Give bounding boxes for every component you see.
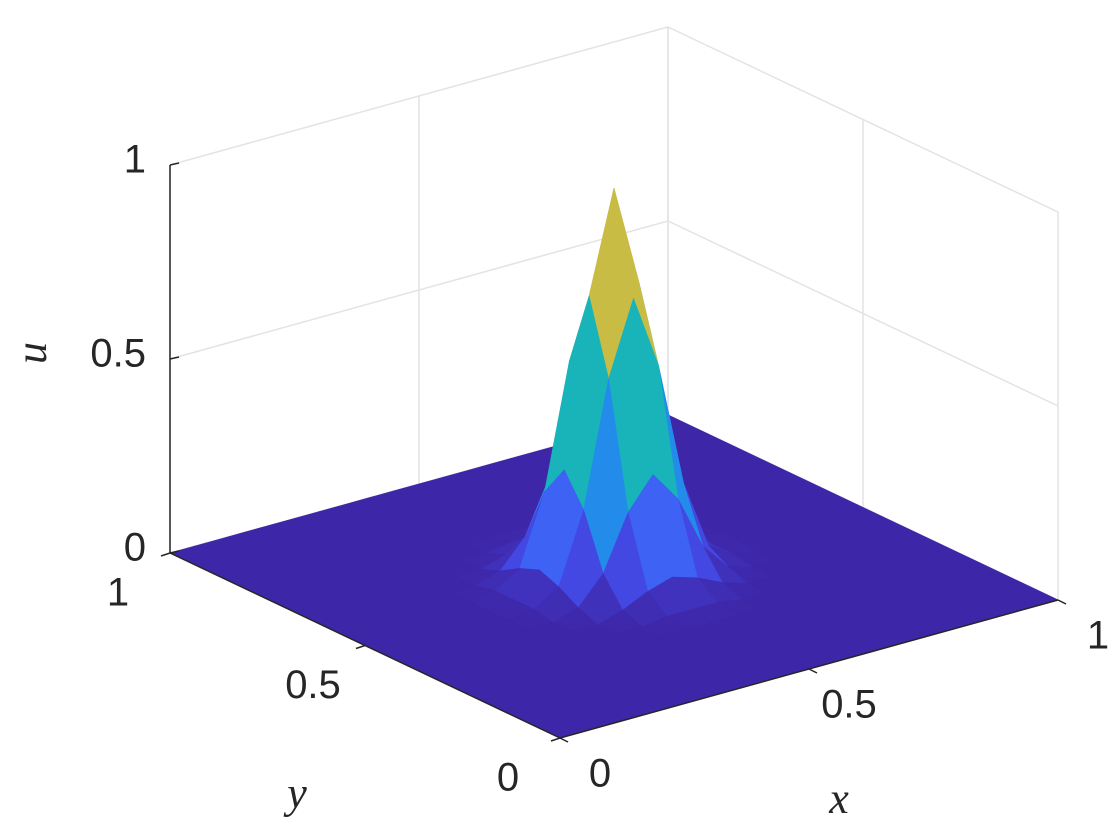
z-tick-mark bbox=[169, 550, 180, 554]
surface bbox=[169, 188, 1059, 739]
y-tick-label: 1 bbox=[107, 571, 129, 615]
x-axis-label: x bbox=[828, 774, 849, 823]
x-tick-mark bbox=[559, 737, 569, 743]
z-tick-label: 1 bbox=[124, 138, 146, 182]
z-tick-label: 0 bbox=[124, 526, 146, 570]
x-tick-label: 0 bbox=[589, 752, 611, 796]
x-tick-label: 1 bbox=[1087, 614, 1109, 658]
x-tick-label: 0.5 bbox=[821, 683, 877, 727]
z-axis-label: u bbox=[7, 342, 56, 364]
y-tick-mark bbox=[160, 552, 171, 557]
y-tick-mark bbox=[355, 644, 366, 650]
y-tick-label: 0 bbox=[497, 756, 519, 800]
z-tick-label: 0.5 bbox=[90, 332, 146, 376]
x-tick-mark bbox=[808, 668, 818, 674]
z-tick-mark bbox=[169, 356, 180, 360]
z-tick-mark bbox=[169, 162, 180, 166]
x-tick-mark bbox=[1057, 599, 1067, 605]
y-tick-label: 0.5 bbox=[285, 663, 341, 707]
y-axis-label: y bbox=[283, 769, 307, 818]
y-tick-mark bbox=[550, 737, 561, 742]
